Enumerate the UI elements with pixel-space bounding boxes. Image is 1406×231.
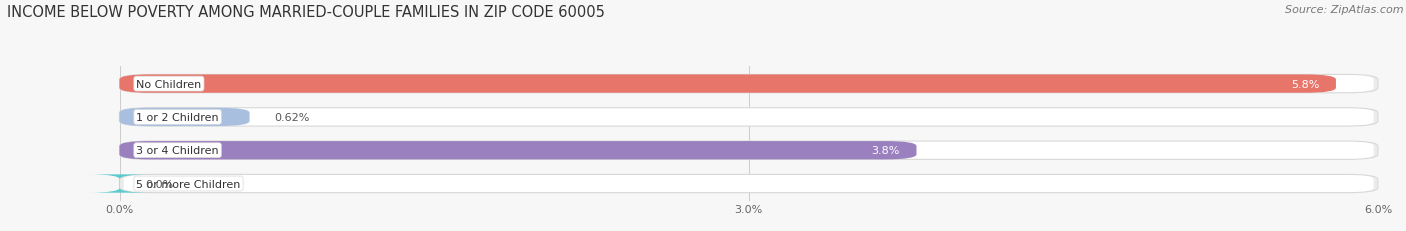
- FancyBboxPatch shape: [120, 75, 1378, 93]
- FancyBboxPatch shape: [120, 141, 917, 160]
- FancyBboxPatch shape: [124, 76, 1374, 93]
- Text: INCOME BELOW POVERTY AMONG MARRIED-COUPLE FAMILIES IN ZIP CODE 60005: INCOME BELOW POVERTY AMONG MARRIED-COUPL…: [7, 5, 605, 20]
- FancyBboxPatch shape: [120, 141, 1378, 160]
- FancyBboxPatch shape: [120, 108, 249, 127]
- FancyBboxPatch shape: [120, 75, 1336, 93]
- FancyBboxPatch shape: [120, 175, 1378, 193]
- FancyBboxPatch shape: [124, 142, 1374, 159]
- FancyBboxPatch shape: [120, 108, 1378, 127]
- Text: 0.0%: 0.0%: [145, 179, 173, 189]
- FancyBboxPatch shape: [124, 109, 1374, 126]
- Text: 1 or 2 Children: 1 or 2 Children: [136, 112, 219, 122]
- Text: 5.8%: 5.8%: [1291, 79, 1319, 89]
- FancyBboxPatch shape: [89, 175, 150, 193]
- Text: Source: ZipAtlas.com: Source: ZipAtlas.com: [1285, 5, 1403, 15]
- FancyBboxPatch shape: [124, 175, 1374, 192]
- Text: 3.8%: 3.8%: [872, 146, 900, 155]
- Text: 3 or 4 Children: 3 or 4 Children: [136, 146, 219, 155]
- Text: 0.62%: 0.62%: [274, 112, 311, 122]
- Text: 5 or more Children: 5 or more Children: [136, 179, 240, 189]
- Text: No Children: No Children: [136, 79, 201, 89]
